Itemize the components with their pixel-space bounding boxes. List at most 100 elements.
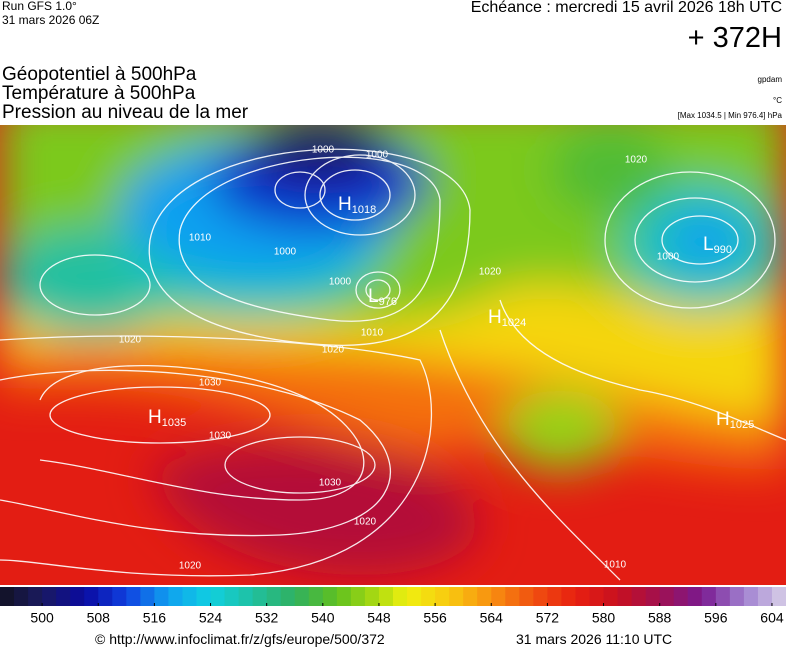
- unit: °C: [773, 96, 782, 105]
- field-region: [550, 125, 670, 215]
- run-label: Run GFS 1.0°: [2, 0, 77, 13]
- field-blobs: [0, 125, 786, 575]
- pressure-center: H1035: [148, 407, 186, 429]
- colorbar-swatch: [210, 587, 226, 606]
- colorbar-swatch: [98, 587, 113, 606]
- colorbar-swatch: [154, 587, 169, 606]
- colorbar-swatch: [771, 587, 786, 606]
- colorbar-swatch: [266, 587, 282, 606]
- colorbar-swatch: [491, 587, 506, 606]
- isobar-label: 1020: [179, 561, 202, 572]
- colorbar-swatch: [589, 587, 605, 606]
- colorbar-swatch: [112, 587, 127, 606]
- colorbar-swatch: [533, 587, 548, 606]
- colorbar-swatch: [673, 587, 689, 606]
- colorbar-swatch: [0, 587, 15, 606]
- colorbar-swatch: [631, 587, 647, 606]
- center-value: 1018: [352, 204, 376, 216]
- isobar-label: 1000: [312, 145, 335, 156]
- colorbar-tick-label: 580: [592, 610, 616, 626]
- field-region: [150, 442, 480, 575]
- center-letter: L: [703, 234, 714, 255]
- isobar-label: 1020: [322, 345, 345, 356]
- colorbar-swatch: [575, 587, 590, 606]
- colorbar-swatch: [757, 587, 773, 606]
- colorbar-swatch: [308, 587, 324, 606]
- isobar-label: 1000: [366, 150, 389, 161]
- pressure-center: L990: [703, 234, 732, 256]
- colorbar-swatch: [421, 587, 436, 606]
- colorbar-swatch: [477, 587, 492, 606]
- colorbar-swatch: [645, 587, 661, 606]
- colorbar-tick-label: 564: [480, 610, 504, 626]
- colorbar-swatch: [687, 587, 703, 606]
- colorbar-swatch: [182, 587, 197, 606]
- colorbar-swatch: [407, 587, 422, 606]
- colorbar-swatch: [238, 587, 254, 606]
- colorbar-tick-label: 588: [648, 610, 672, 626]
- colorbar-tick-label: 548: [367, 610, 391, 626]
- isobar-label: 1030: [199, 378, 222, 389]
- isobar-label: 1000: [329, 277, 352, 288]
- unit: gpdam: [757, 75, 782, 84]
- valid-time: Echéance : mercredi 15 avril 2026 18h UT…: [470, 0, 782, 16]
- colorbar-swatch: [743, 587, 759, 606]
- center-letter: H: [716, 409, 730, 430]
- colorbar-swatch: [42, 587, 57, 606]
- isobar-label: 1010: [604, 560, 627, 571]
- colorbar-swatch: [519, 587, 534, 606]
- isobar-label: 1010: [189, 233, 212, 244]
- colorbar-tick-label: 572: [536, 610, 560, 626]
- colorbar-swatch: [84, 587, 99, 606]
- colorbar-swatch: [603, 587, 619, 606]
- pressure-center: H1018: [338, 194, 376, 216]
- colorbar-swatch: [393, 587, 408, 606]
- field-region: [500, 390, 620, 470]
- colorbar-swatch: [378, 587, 394, 606]
- title: Température à 500hPa: [2, 83, 196, 104]
- temperature-field: [0, 125, 786, 585]
- colorbar-swatch: [252, 587, 268, 606]
- field-region: [250, 125, 390, 180]
- run-date: 31 mars 2026 06Z: [2, 13, 100, 27]
- center-value: 990: [714, 244, 732, 256]
- pressure-center: H1025: [716, 409, 754, 431]
- colorbar-swatch: [140, 587, 155, 606]
- unit: [Max 1034.5 | Min 976.4] hPa: [677, 111, 782, 120]
- colorbar-swatch: [70, 587, 85, 606]
- colorbar-swatch: [463, 587, 478, 606]
- colorbar-tick-label: 516: [143, 610, 167, 626]
- colorbar-tick-label: 500: [30, 610, 54, 626]
- center-value: 976: [379, 296, 397, 308]
- colorbar-swatch: [224, 587, 240, 606]
- colorbar-swatch: [659, 587, 675, 606]
- timestamp: 31 mars 2026 11:10 UTC: [516, 631, 673, 647]
- colorbar-swatch: [28, 587, 43, 606]
- colorbar-tick-label: 604: [760, 610, 784, 626]
- isobars: [0, 148, 786, 581]
- colorbar-tick-label: 556: [423, 610, 447, 626]
- isobar-label: 1020: [354, 517, 377, 528]
- isobar-label: 1020: [479, 267, 502, 278]
- isobar-label: 1030: [209, 431, 232, 442]
- colorbar-swatch: [449, 587, 464, 606]
- center-value: 1035: [162, 417, 186, 429]
- title: Pression au niveau de la mer: [2, 102, 249, 123]
- colorbar-swatch: [547, 587, 562, 606]
- isobar-label: 1020: [625, 155, 648, 166]
- colorbar-swatch: [56, 587, 71, 606]
- colorbar-swatch: [505, 587, 520, 606]
- pressure-center: H1024: [488, 307, 526, 329]
- colorbar-swatch: [336, 587, 352, 606]
- lead-time: + 372H: [687, 22, 782, 54]
- center-letter: H: [488, 307, 502, 328]
- isobar-label: 1000: [274, 247, 297, 258]
- colorbar-tick-label: 524: [199, 610, 223, 626]
- center-letter: L: [368, 286, 379, 307]
- colorbar-swatch: [14, 587, 29, 606]
- center-letter: H: [148, 407, 162, 428]
- colorbar-tick-label: 532: [255, 610, 279, 626]
